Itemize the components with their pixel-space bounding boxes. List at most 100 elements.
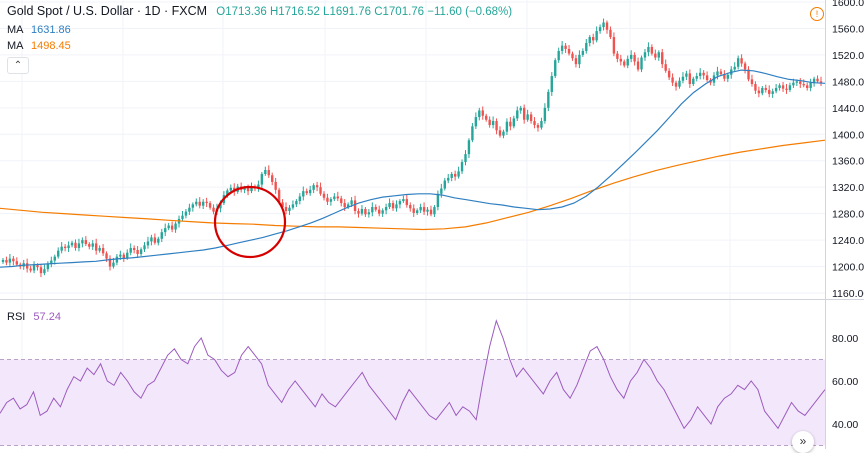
rsi-legend[interactable]: RSI 57.24 <box>7 311 61 323</box>
candle-body <box>768 89 771 94</box>
candle-body <box>547 91 550 108</box>
candle-body <box>360 209 364 214</box>
candle-body <box>819 81 823 84</box>
candle-body <box>195 201 198 205</box>
candle-body <box>581 50 585 55</box>
candle-body <box>353 200 357 211</box>
candle-body <box>388 203 391 208</box>
symbol-title[interactable]: Gold Spot / U.S. Dollar · 1D · FXCM <box>7 4 208 18</box>
candle-body <box>15 261 19 265</box>
candle-body <box>595 31 598 41</box>
candle-body <box>433 207 436 215</box>
candle-body <box>626 58 629 66</box>
candle-body <box>564 45 567 49</box>
candle-body <box>343 203 346 208</box>
exclamation-icon[interactable]: ! <box>810 7 824 21</box>
candle-body <box>212 207 215 212</box>
candle-body <box>277 189 281 203</box>
candle-body <box>702 72 705 76</box>
candle-body <box>63 246 67 249</box>
candle-body <box>98 248 101 251</box>
candle-body <box>333 196 336 200</box>
candle-body <box>774 87 778 92</box>
candle-body <box>567 48 571 54</box>
candle-body <box>792 82 795 86</box>
candle-body <box>771 91 774 94</box>
candle-body <box>678 80 681 87</box>
candle-body <box>257 184 260 189</box>
candle-body <box>654 53 657 58</box>
candle-body <box>122 254 126 258</box>
candle-body <box>381 210 384 214</box>
candle-body <box>250 187 253 192</box>
candle-body <box>681 76 685 81</box>
rsi-line <box>0 319 826 430</box>
price-tick-label: 1600.00 <box>832 0 864 9</box>
candle-body <box>519 107 522 111</box>
candle-body <box>378 209 381 214</box>
candle-body <box>371 207 374 213</box>
candle-body <box>398 201 402 205</box>
candle-body <box>70 242 74 246</box>
candle-body <box>336 196 339 199</box>
candle-body <box>805 85 809 88</box>
candle-body <box>509 121 512 127</box>
candle-body <box>312 185 315 190</box>
candle-body <box>443 180 446 189</box>
candle-body <box>205 201 208 204</box>
candle-body <box>298 196 302 202</box>
candle-body <box>426 209 429 212</box>
candle-body <box>167 225 170 229</box>
legend-header: Gold Spot / U.S. Dollar · 1D · FXCM O171… <box>7 4 512 18</box>
candle-body <box>623 61 626 66</box>
candle-body <box>526 114 529 120</box>
candle-body <box>505 121 509 132</box>
candle-body <box>322 193 326 198</box>
ma-fast-legend[interactable]: MA 1631.86 <box>7 24 71 36</box>
price-tick-label: 1520.00 <box>832 50 864 62</box>
candle-body <box>592 37 595 41</box>
candle-body <box>743 63 747 70</box>
candle-body <box>184 211 188 216</box>
candle-body <box>198 201 201 206</box>
ma-slow-value: 1498.45 <box>30 40 71 52</box>
candle-body <box>91 243 94 247</box>
candle-body <box>243 187 246 190</box>
candle-body <box>471 126 474 141</box>
candle-body <box>585 43 588 51</box>
candle-body <box>761 87 764 94</box>
candle-body <box>671 77 674 83</box>
price-scale[interactable]: 1600.00 1560.00 1520.00 1480.00 1440.00 1400.… <box>832 0 864 300</box>
ma-fast-line <box>0 69 826 268</box>
candle-body <box>588 37 591 44</box>
candle-body <box>112 262 115 267</box>
candle-body <box>405 199 409 206</box>
candle-body <box>740 58 743 64</box>
ma-slow-legend[interactable]: MA 1498.45 <box>7 40 71 52</box>
candle-body <box>5 259 8 263</box>
candle-body <box>750 79 754 85</box>
candle-body <box>474 117 478 127</box>
rsi-scale[interactable]: 80.00 60.00 40.00 <box>832 333 858 431</box>
candle-body <box>512 118 516 127</box>
candle-body <box>616 53 619 59</box>
candle-body <box>208 203 212 208</box>
rsi-value: 57.24 <box>33 311 61 323</box>
collapse-legend-button[interactable]: ⌃ <box>7 57 29 74</box>
candle-body <box>350 200 353 205</box>
candle-body <box>12 258 15 262</box>
scroll-to-realtime-button[interactable]: » <box>792 431 814 453</box>
candle-body <box>540 121 543 128</box>
candle-body <box>143 245 146 250</box>
candle-body <box>529 114 533 122</box>
candle-body <box>101 248 105 254</box>
candle-body <box>602 22 605 28</box>
candle-body <box>302 191 305 197</box>
candle-body <box>685 73 688 77</box>
candle-body <box>191 204 195 208</box>
candle-body <box>46 263 50 270</box>
candle-body <box>108 258 112 267</box>
candle-body <box>557 50 560 61</box>
candle-body <box>367 212 371 215</box>
